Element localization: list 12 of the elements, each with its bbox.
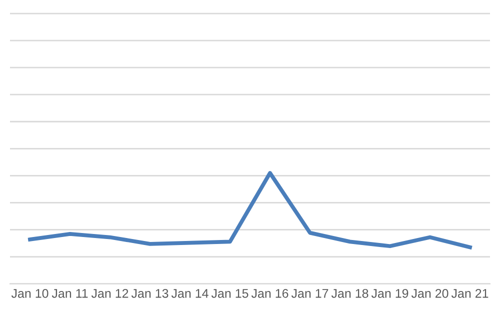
x-tick-label: Jan 14	[171, 289, 208, 298]
x-tick-label: Jan 11	[52, 289, 88, 298]
x-tick-label: Jan 12	[91, 288, 128, 298]
x-tick-label: Jan 17	[291, 289, 328, 298]
x-tick-label: Jan 13	[131, 288, 168, 298]
x-tick-label: Jan 21	[451, 288, 488, 298]
x-tick-label: Jan 10	[11, 288, 48, 298]
x-tick-label: Jan 20	[411, 288, 448, 298]
x-tick-label: Jan 15	[211, 289, 248, 298]
x-tick-label: Jan 18	[331, 288, 368, 298]
x-tick-label: Jan 19	[371, 288, 408, 298]
x-tick-label: Jan 16	[251, 288, 288, 298]
